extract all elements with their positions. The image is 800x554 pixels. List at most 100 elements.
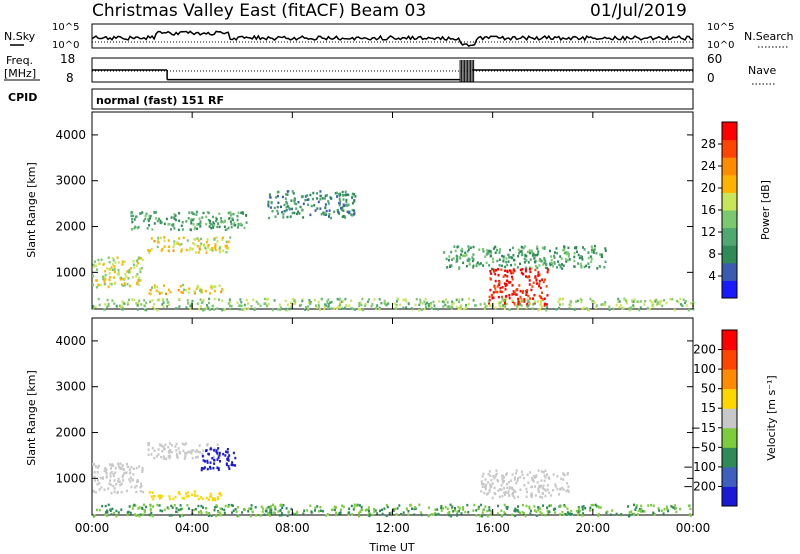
velocity-cell — [347, 513, 350, 516]
velocity-cell — [250, 514, 252, 518]
velocity-cell — [120, 491, 123, 494]
velocity-cell — [667, 509, 669, 513]
velocity-colorbar-tick-label: 50 — [701, 382, 716, 396]
power-cell — [218, 284, 221, 287]
power-cell — [617, 297, 620, 301]
power-cell — [600, 253, 603, 256]
velocity-cell — [529, 471, 532, 474]
nave-label: Nave — [748, 64, 776, 77]
x-tick-label: 12:00 — [375, 521, 410, 535]
power-cell — [494, 251, 497, 254]
power-cell — [658, 302, 661, 306]
power-cell — [527, 294, 530, 298]
velocity-cell — [136, 480, 138, 483]
power-cell — [335, 191, 338, 195]
power-cell — [517, 300, 520, 303]
power-cell — [587, 256, 590, 260]
velocity-cell — [132, 473, 135, 476]
power-cell — [330, 307, 333, 310]
power-cell — [378, 306, 381, 310]
power-cell — [175, 242, 178, 245]
power-cell — [348, 304, 351, 307]
velocity-cell — [287, 510, 290, 513]
power-cell — [472, 253, 475, 256]
velocity-cell — [200, 496, 203, 499]
power-cell — [353, 200, 356, 203]
power-cell — [472, 299, 475, 302]
velocity-cell — [566, 482, 569, 485]
power-cell — [137, 283, 140, 286]
velocity-cell — [436, 508, 439, 511]
power-cell — [213, 308, 216, 311]
power-cell — [468, 263, 471, 266]
power-cell — [599, 265, 601, 268]
velocity-cell — [500, 484, 503, 487]
velocity-cell — [167, 450, 170, 453]
velocity-cell — [488, 509, 491, 512]
power-cell — [519, 250, 522, 253]
power-cell — [402, 298, 405, 302]
power-cell — [230, 225, 233, 229]
velocity-cell — [135, 466, 138, 470]
power-cell — [270, 201, 273, 204]
power-cell — [207, 306, 210, 309]
power-cell — [501, 286, 504, 289]
power-cell — [308, 298, 311, 302]
power-cell — [166, 305, 169, 308]
velocity-cell — [670, 505, 673, 508]
velocity-cell — [407, 513, 410, 516]
power-cell — [652, 305, 655, 308]
power-cell — [559, 255, 562, 258]
power-cell — [342, 300, 345, 303]
power-cell — [227, 211, 230, 215]
velocity-cell — [523, 484, 526, 487]
power-cell — [488, 295, 491, 299]
power-cell — [478, 263, 481, 266]
power-cell — [533, 293, 536, 297]
power-cell — [504, 284, 507, 288]
velocity-cell — [140, 484, 143, 488]
power-cell — [202, 211, 205, 215]
power-cell — [522, 289, 525, 293]
velocity-cell — [128, 468, 131, 471]
velocity-cell — [175, 442, 178, 446]
power-cell — [230, 222, 233, 226]
power-cell — [109, 282, 112, 286]
power-cell — [540, 305, 543, 309]
power-cell — [170, 216, 173, 219]
power-cell — [204, 290, 207, 293]
power-cell — [338, 297, 341, 301]
power-cell — [285, 206, 288, 209]
velocity-cell — [104, 470, 107, 474]
velocity-cell — [522, 512, 525, 515]
power-cell — [155, 211, 157, 214]
velocity-cell — [105, 468, 108, 471]
velocity-cell — [113, 490, 116, 494]
power-cell — [178, 243, 181, 247]
velocity-cell — [530, 494, 532, 497]
power-cell — [121, 263, 124, 266]
velocity-cell — [150, 453, 153, 456]
power-cell — [111, 263, 114, 266]
velocity-y-tick-label: 2000 — [55, 426, 86, 440]
velocity-cell — [662, 512, 665, 515]
velocity-cell — [163, 447, 166, 450]
velocity-cell — [335, 513, 338, 517]
power-cell — [580, 266, 583, 269]
power-cell — [526, 250, 529, 254]
power-cell — [494, 290, 497, 293]
velocity-cell — [540, 484, 542, 488]
velocity-y-tick-label: 1000 — [55, 471, 86, 485]
power-cell — [434, 307, 436, 311]
velocity-cell — [314, 509, 316, 512]
power-cell — [205, 251, 208, 254]
power-cell — [293, 202, 296, 205]
power-cell — [529, 251, 531, 255]
velocity-cell — [456, 513, 459, 516]
power-cell — [129, 284, 131, 288]
power-cell — [344, 193, 347, 197]
velocity-cell — [209, 461, 212, 464]
power-ylabel: Slant Range [km] — [25, 162, 38, 258]
power-cell — [217, 222, 219, 225]
